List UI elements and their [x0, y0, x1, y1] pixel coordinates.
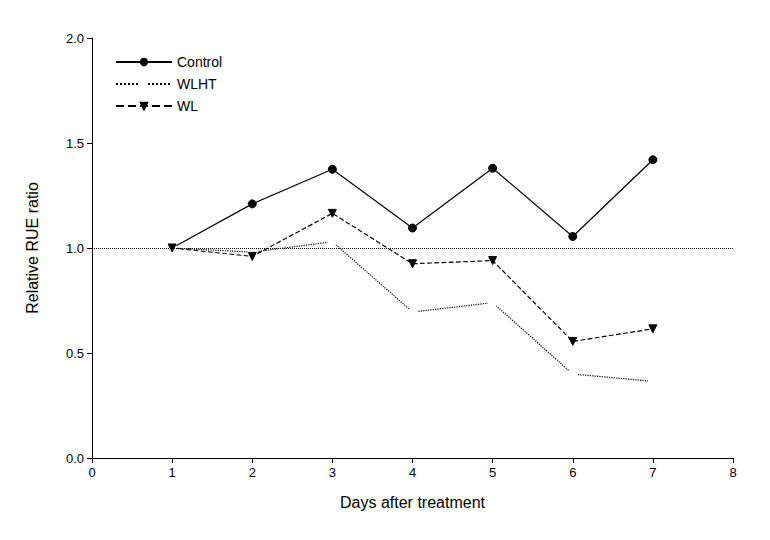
svg-text:0: 0 — [88, 465, 95, 480]
svg-text:0.5: 0.5 — [66, 346, 84, 361]
svg-text:6: 6 — [569, 465, 576, 480]
svg-text:Relative RUE ratio: Relative RUE ratio — [24, 182, 41, 314]
svg-text:WLHT: WLHT — [177, 76, 217, 92]
svg-text:5: 5 — [489, 465, 496, 480]
svg-text:1.0: 1.0 — [66, 241, 84, 256]
svg-text:1: 1 — [169, 465, 176, 480]
svg-text:8: 8 — [729, 465, 736, 480]
svg-text:Control: Control — [177, 54, 222, 70]
svg-text:4: 4 — [409, 465, 416, 480]
svg-text:0.0: 0.0 — [66, 451, 84, 466]
svg-text:2: 2 — [249, 465, 256, 480]
svg-text:2.0: 2.0 — [66, 31, 84, 46]
svg-text:3: 3 — [329, 465, 336, 480]
svg-text:7: 7 — [649, 465, 656, 480]
svg-text:1.5: 1.5 — [66, 136, 84, 151]
svg-text:Days after treatment: Days after treatment — [340, 494, 486, 511]
svg-text:WL: WL — [177, 98, 198, 114]
